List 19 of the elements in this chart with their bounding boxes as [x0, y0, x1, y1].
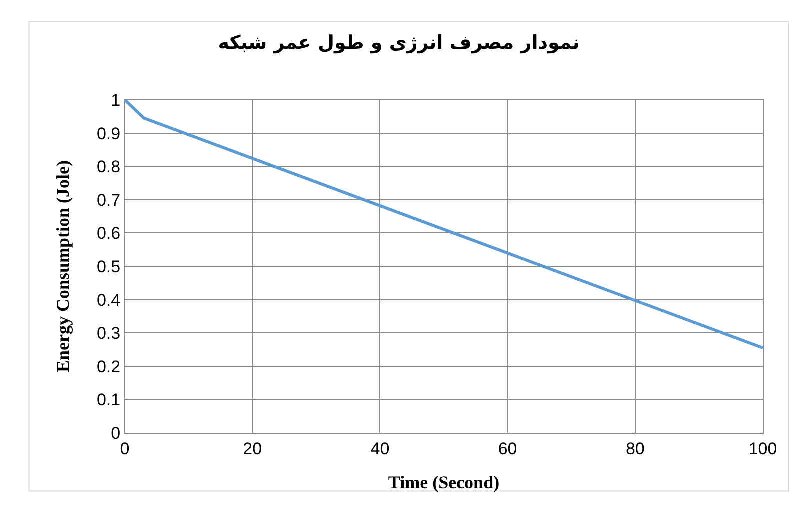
y-tick-label: 0: [111, 424, 121, 443]
x-tick-label: 20: [243, 439, 262, 458]
chart-title: نمودار مصرف انرژی و طول عمر شبکه: [218, 32, 580, 54]
x-tick-label: 40: [370, 439, 390, 458]
y-tick-label: 0.6: [96, 224, 121, 244]
y-tick-label: 0.4: [96, 290, 121, 310]
y-tick-label: 0.7: [96, 190, 121, 210]
x-tick-label: 80: [626, 439, 645, 458]
y-tick-label: 0.8: [96, 158, 121, 177]
y-tick-label: 0.5: [96, 257, 121, 276]
y-tick-label: 1: [111, 90, 121, 110]
x-tick-label: 60: [498, 439, 518, 458]
y-tick-label: 0.1: [96, 390, 121, 410]
y-axis-title: Energy Consumption (Jole): [53, 160, 74, 373]
x-tick-label: 100: [748, 439, 778, 458]
y-tick-label: 0.2: [96, 357, 121, 376]
y-tick-label: 0.9: [96, 124, 121, 144]
y-tick-label: 0.3: [96, 324, 121, 344]
x-axis-title: Time (Second): [388, 472, 500, 492]
